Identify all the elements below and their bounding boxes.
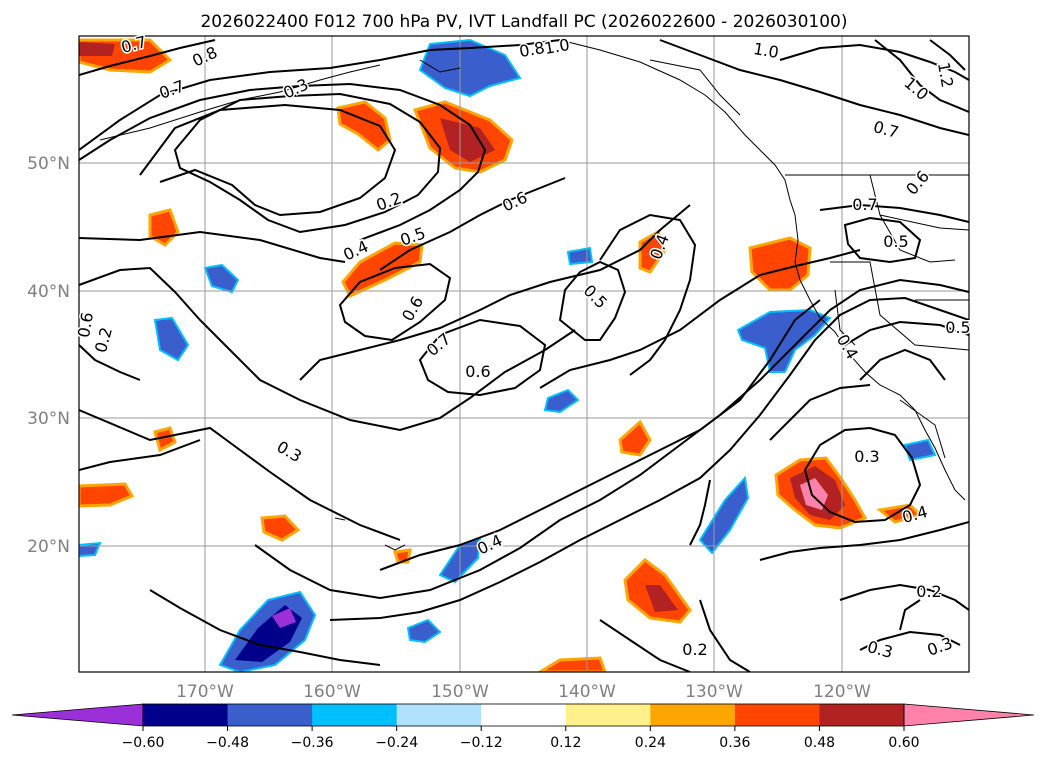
lon-label: 150°W: [431, 682, 489, 702]
lon-axis: 170°W 160°W 150°W 140°W 130°W 120°W: [176, 682, 871, 702]
contour-label: 1.0: [752, 39, 780, 62]
map-title: 2026022400 F012 700 hPa PV, IVT Landfall…: [200, 12, 847, 32]
lon-label: 170°W: [176, 682, 234, 702]
lon-label: 130°W: [685, 682, 743, 702]
contour-label: 0.5: [883, 232, 908, 251]
shade-negative: [153, 316, 190, 362]
colorbar-segment: [650, 704, 736, 726]
pv-contours: [79, 39, 969, 672]
colorbar-segment: [227, 704, 313, 726]
lon-label: 120°W: [813, 682, 871, 702]
contour-label: 0.3: [854, 447, 879, 466]
colorbar-tick-label: −0.24: [375, 735, 418, 751]
gridlines: [79, 36, 969, 672]
colorbar-segment: [396, 704, 482, 726]
shade-positive: [537, 656, 607, 672]
lat-label: 50°N: [27, 154, 70, 174]
map-border: [78, 35, 970, 673]
contour-label: 0.2: [916, 582, 941, 601]
lat-label: 30°N: [27, 409, 70, 429]
shade-positive: [748, 236, 812, 292]
contour-label: 0.2: [682, 640, 707, 659]
shade-negative: [736, 308, 832, 373]
lat-label: 40°N: [27, 282, 70, 302]
lon-label: 160°W: [303, 682, 361, 702]
colorbar-segment: [819, 704, 905, 726]
contour-label: 1.2: [934, 61, 957, 89]
colorbar-tick-label: −0.60: [122, 735, 165, 751]
colorbar: −0.60 −0.48 −0.36 −0.24 −0.12 0.12 0.24 0.36 0.4…: [11, 703, 1035, 751]
contour-label: 0.7: [852, 195, 877, 214]
colorbar-tick-label: 0.24: [635, 735, 666, 751]
shade-negative: [566, 246, 594, 266]
lat-label: 20°N: [27, 537, 70, 557]
shade-positive-core: [79, 42, 115, 56]
colorbar-segment: [565, 704, 651, 726]
shade-positive: [260, 514, 301, 542]
colorbar-tick-label: −0.36: [291, 735, 334, 751]
colorbar-outline: [142, 703, 905, 727]
lon-label: 140°W: [558, 682, 616, 702]
colorbar-segment: [481, 704, 567, 726]
shade-positive-peak: [800, 478, 828, 510]
colorbar-segment: [734, 704, 820, 726]
contour-label: 0.6: [465, 362, 490, 381]
colorbar-segment: [312, 704, 398, 726]
map-area: [79, 36, 969, 672]
coastlines: [99, 39, 969, 551]
colorbar-extend-min: [11, 703, 144, 727]
colorbar-extend-max: [903, 703, 1035, 727]
contour-label: 1.0: [543, 35, 571, 58]
shade-negative: [406, 618, 442, 644]
shade-positive-core: [645, 585, 678, 612]
colorbar-tick-label: 0.12: [550, 735, 581, 751]
colorbar-segment: [143, 704, 229, 726]
shade-negative: [418, 38, 522, 98]
shade-negative: [543, 388, 580, 414]
shade-negative: [203, 263, 240, 294]
shade-positive: [79, 482, 135, 508]
contour-label: 0.5: [945, 318, 970, 337]
shade-positive: [618, 419, 652, 457]
lat-axis: 50°N 40°N 30°N 20°N: [27, 154, 70, 557]
shade-positive: [393, 548, 412, 564]
shade-negative: [698, 475, 750, 555]
shade-positive: [153, 426, 177, 453]
colorbar-tick-label: −0.48: [206, 735, 249, 751]
colorbar-tick-label: −0.12: [460, 735, 503, 751]
shade-negative: [903, 438, 937, 462]
colorbar-tick-label: 0.36: [719, 735, 750, 751]
shade-positive-core: [440, 118, 495, 162]
shade-negative-peak: [272, 608, 296, 628]
colorbar-tick-label: 0.60: [888, 735, 919, 751]
colorbar-tick-label: 0.48: [804, 735, 835, 751]
